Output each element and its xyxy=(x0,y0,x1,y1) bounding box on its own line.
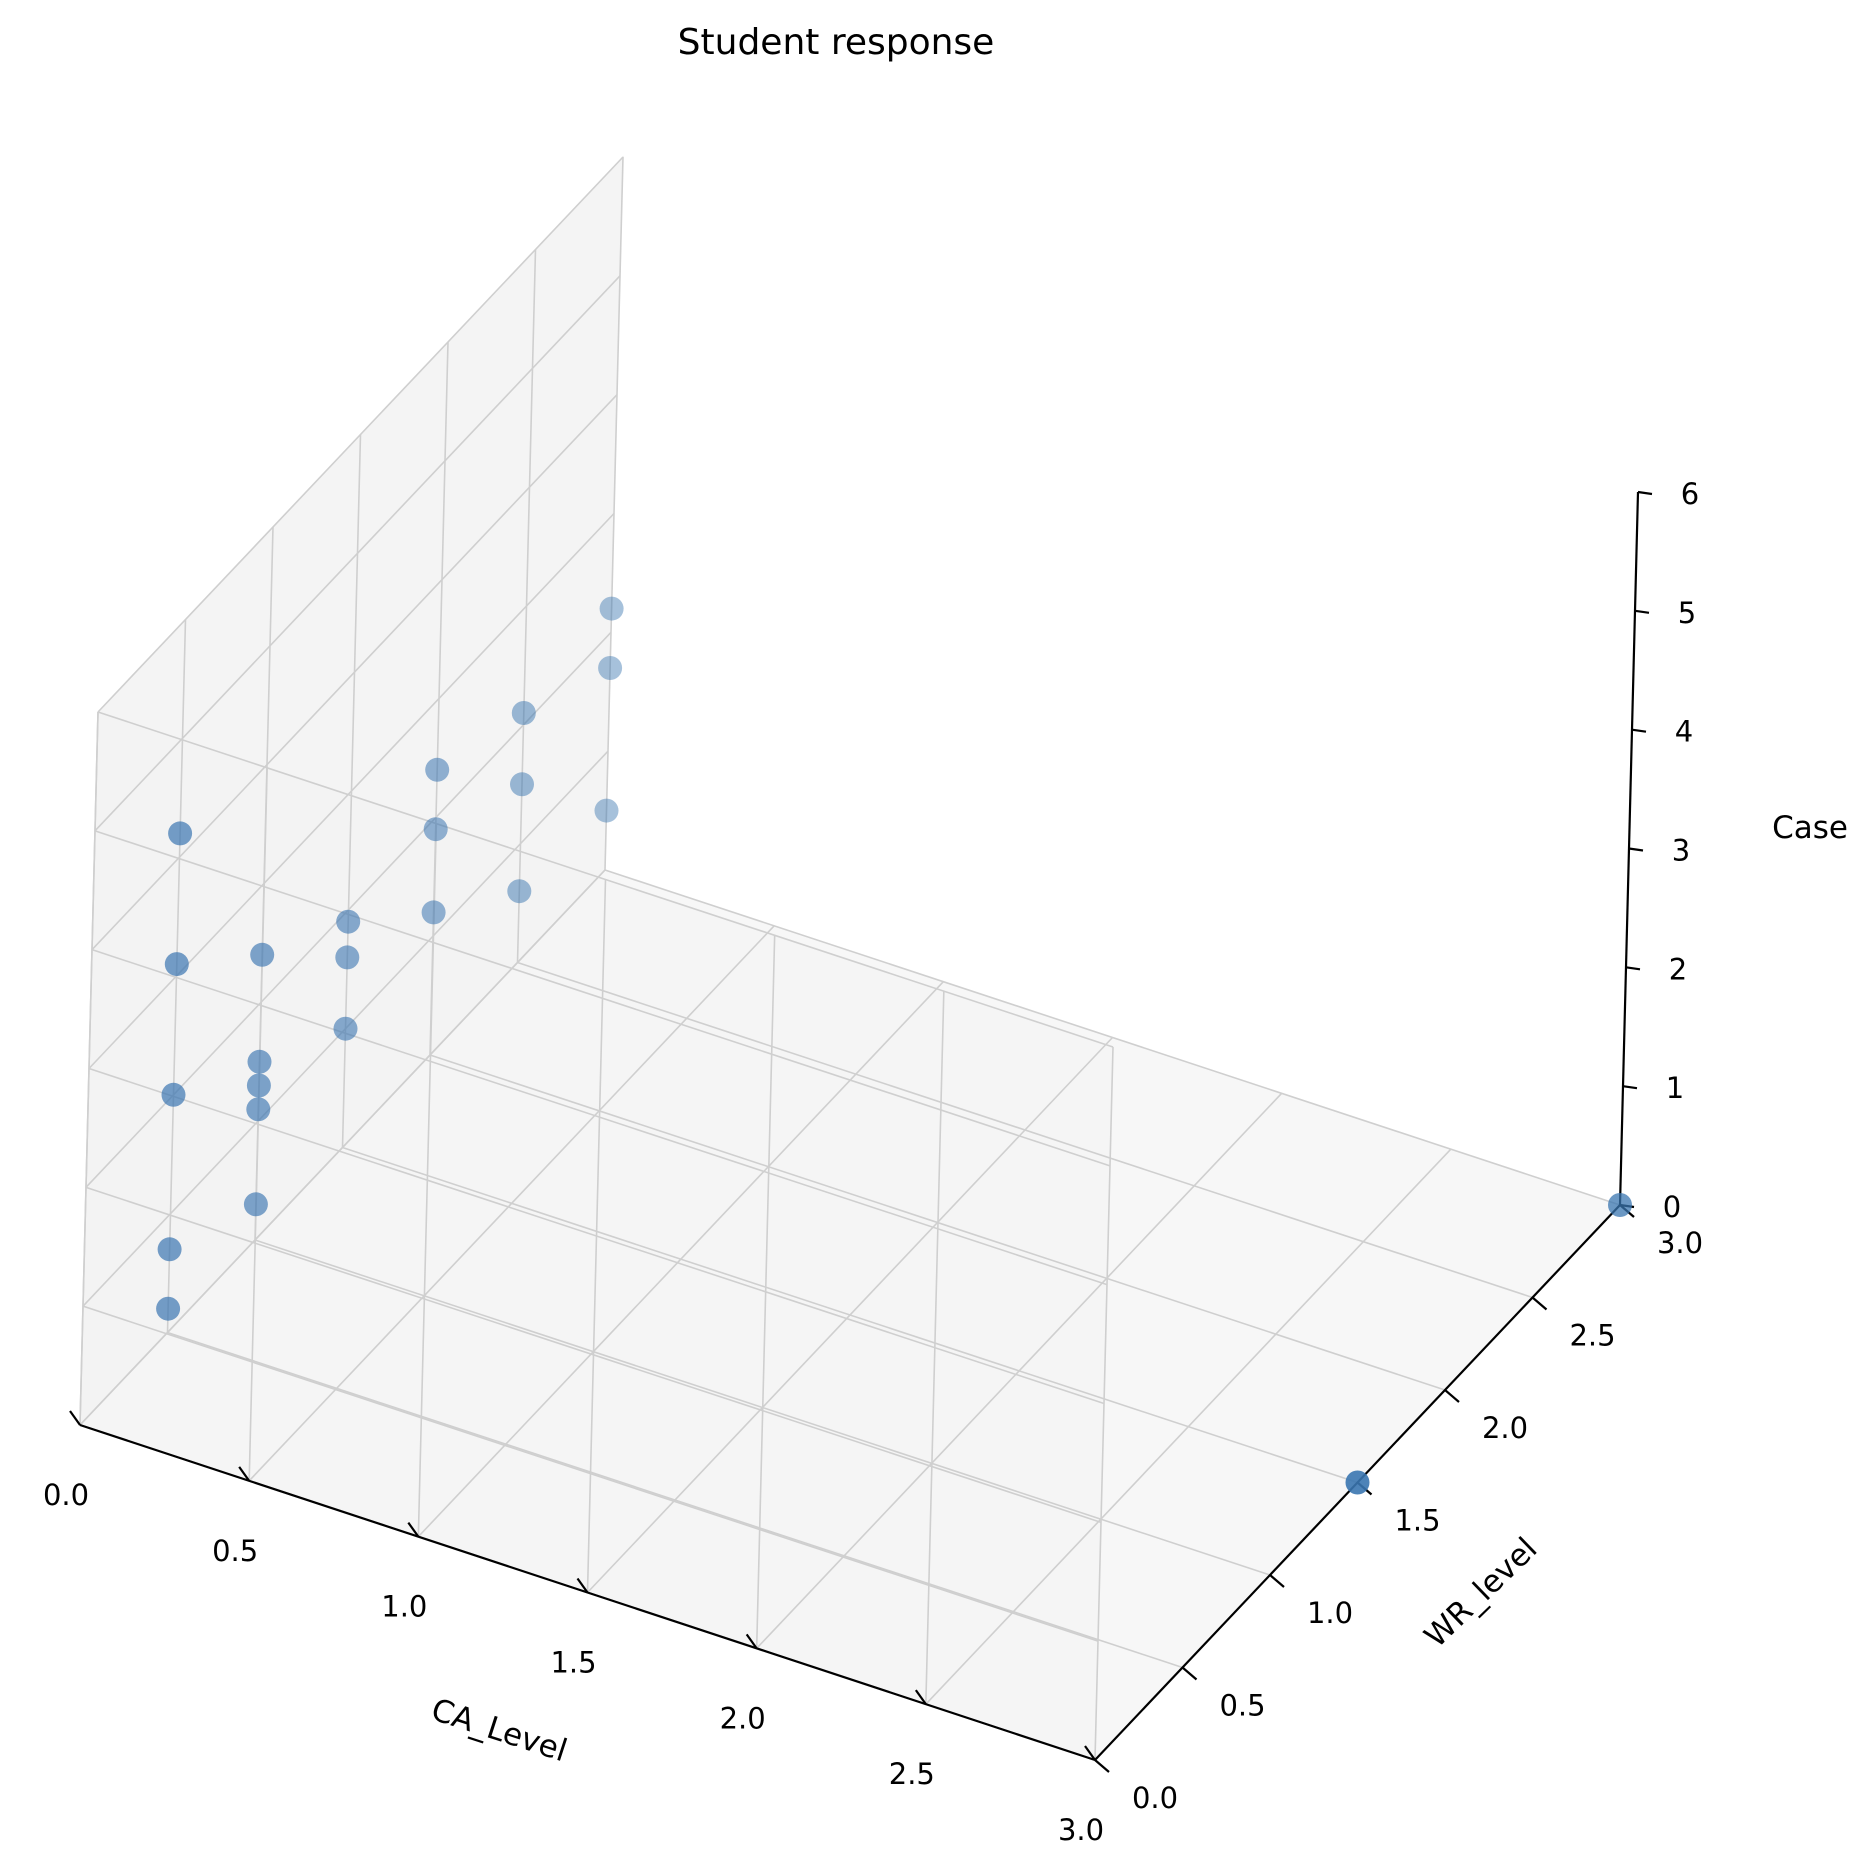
data-point xyxy=(511,701,536,725)
grid-line-y-floor xyxy=(429,1054,1446,1391)
x-axis-tick xyxy=(576,1577,589,1594)
z-axis-tick-label: 1 xyxy=(1666,1071,1684,1105)
data-point xyxy=(1608,1193,1632,1217)
z-axis-tick-label: 3 xyxy=(1672,834,1690,868)
x-axis-tick-label: 0.0 xyxy=(43,1478,89,1512)
data-point xyxy=(507,879,532,904)
y-axis-tick-label: 1.0 xyxy=(1307,1596,1353,1630)
data-point xyxy=(423,817,448,842)
data-point xyxy=(598,656,623,680)
grid-line-z-back xyxy=(94,275,621,832)
z-axis-tick xyxy=(1625,966,1641,971)
data-point xyxy=(599,596,624,621)
grid-line-z-left xyxy=(97,711,1114,1048)
axes-panes xyxy=(79,155,1621,1761)
data-point xyxy=(425,757,450,782)
data-point xyxy=(1345,1470,1370,1495)
z-axis-tick-label: 5 xyxy=(1678,596,1696,630)
y-axis-tick-label: 2.5 xyxy=(1569,1319,1615,1353)
z-axis-label: Case xyxy=(1772,810,1848,846)
data-point xyxy=(246,1097,271,1122)
data-point xyxy=(164,952,189,977)
data-point xyxy=(335,945,360,970)
grid-line-y-floor xyxy=(254,1239,1271,1576)
data-point xyxy=(594,798,619,823)
data-point xyxy=(510,772,534,797)
data-point xyxy=(161,1082,186,1107)
z-axis-tick-label: 6 xyxy=(1681,477,1699,511)
y-axis-tick xyxy=(1094,1759,1110,1773)
x-axis-tick xyxy=(407,1522,420,1538)
y-axis-tick xyxy=(1181,1666,1198,1681)
grid-line-z-left xyxy=(88,1067,1105,1405)
tick-marks xyxy=(69,490,1653,1773)
y-axis-tick xyxy=(1269,1574,1285,1588)
x-axis-label: CA_Level xyxy=(427,1692,571,1770)
data-point xyxy=(157,1237,182,1262)
data-point xyxy=(243,1192,268,1217)
x-axis-tick xyxy=(914,1689,927,1705)
y-axis-tick-label: 0.5 xyxy=(1219,1689,1265,1723)
z-axis-tick-label: 2 xyxy=(1669,952,1687,986)
z-axis-tick xyxy=(1637,490,1653,496)
tick-labels: 0.0 0.5 1.0 1.5 2.0 2.5 3.0 0.0 0.5 1.0 1.5 2.0 2.5 3… xyxy=(43,477,1703,1847)
grid-line-z-left xyxy=(91,948,1108,1286)
x-axis-tick-label: 3.0 xyxy=(1058,1813,1104,1847)
data-point xyxy=(421,900,446,925)
y-axis-tick-label: 1.5 xyxy=(1394,1504,1440,1538)
z-axis-tick xyxy=(1634,609,1650,614)
data-point xyxy=(247,1049,272,1074)
grid-line-y-floor xyxy=(517,961,1533,1299)
data-point xyxy=(168,821,193,846)
grid-line-z-left xyxy=(82,1305,1099,1642)
data-point xyxy=(156,1296,181,1321)
x-axis-tick-label: 2.0 xyxy=(720,1701,766,1735)
y-axis-tick-label: 2.0 xyxy=(1482,1411,1528,1445)
y-axis-tick xyxy=(1444,1389,1460,1403)
data-point xyxy=(250,942,275,967)
grid-line-z-left xyxy=(94,830,1111,1167)
x-axis-tick-label: 0.5 xyxy=(212,1534,258,1568)
x-axis-tick-label: 1.5 xyxy=(550,1646,596,1680)
y-axis-tick-label: 0.0 xyxy=(1132,1781,1178,1815)
grid-line-y-floor xyxy=(342,1146,1358,1484)
x-axis-tick xyxy=(69,1410,81,1426)
grid-line-z-back xyxy=(97,156,624,713)
data-point xyxy=(333,1016,358,1041)
y-axis-tick-label: 3.0 xyxy=(1657,1226,1703,1260)
x-axis-tick-label: 2.5 xyxy=(889,1757,935,1791)
chart-title: Student response xyxy=(678,22,995,63)
z-axis-tick-label: 4 xyxy=(1675,715,1693,749)
data-point xyxy=(336,909,361,934)
y-axis-tick xyxy=(1531,1296,1548,1311)
grid-line-z-back xyxy=(79,869,606,1426)
data-point xyxy=(246,1073,271,1098)
z-axis-tick xyxy=(1622,1085,1638,1090)
grid-line-y-floor xyxy=(604,869,1621,1206)
z-axis-tick xyxy=(1628,847,1644,852)
grid-line-y-floor xyxy=(167,1331,1183,1669)
x-axis-tick-label: 1.0 xyxy=(381,1590,427,1624)
x-axis-tick xyxy=(1084,1745,1096,1761)
x-axis-tick xyxy=(238,1466,251,1482)
grid-line-z-back xyxy=(91,394,618,951)
data-points xyxy=(156,596,1632,1495)
x-axis-tick xyxy=(745,1633,758,1649)
y-axis-label: WR_level xyxy=(1418,1531,1545,1655)
grid-line-z-left xyxy=(85,1186,1102,1524)
z-axis-tick-label: 0 xyxy=(1663,1190,1681,1224)
z-axis-tick xyxy=(1631,728,1647,733)
